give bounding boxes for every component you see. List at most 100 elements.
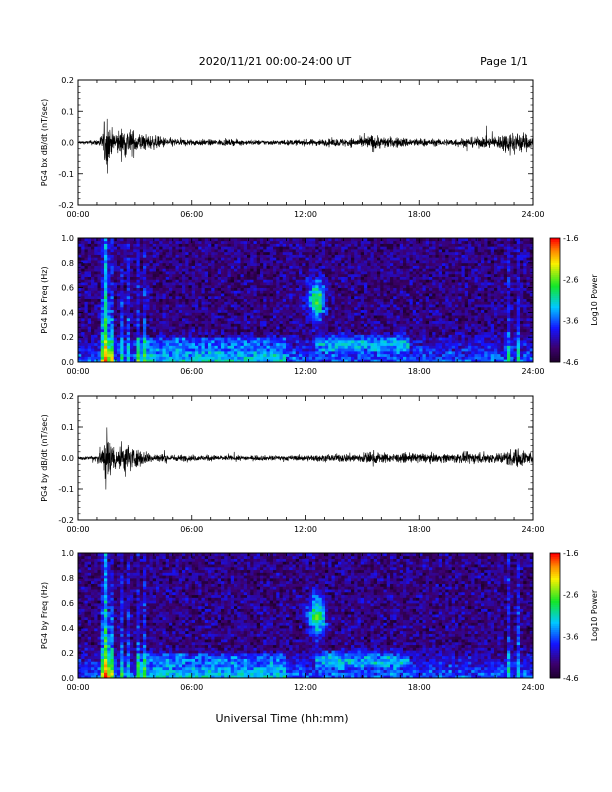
spectrogram-cell: [409, 287, 414, 291]
spectrogram-cell: [143, 257, 147, 261]
spectrogram-cell: [94, 339, 98, 344]
spectrogram-cell: [377, 339, 381, 344]
spectrogram-cell: [269, 350, 274, 355]
spectrogram-cell: [152, 271, 157, 275]
spectrogram-cell: [292, 268, 297, 272]
spectrogram-cell: [120, 356, 124, 360]
spectrogram-cell: [162, 251, 167, 255]
spectrogram-cell: [201, 257, 206, 261]
spectrogram-cell: [234, 328, 238, 333]
spectrogram-cell: [221, 251, 225, 255]
spectrogram-cell: [146, 315, 150, 319]
spectrogram-cell: [214, 323, 219, 327]
spectrogram-cell: [425, 298, 430, 302]
spectrogram-cell: [198, 273, 202, 277]
spectrogram-cell: [185, 317, 189, 322]
spectrogram-cell: [305, 328, 310, 333]
spectrogram-cell: [393, 254, 397, 258]
spectrogram-cell: [97, 251, 102, 255]
spectrogram-cell: [159, 276, 163, 280]
spectrogram-cell: [208, 342, 212, 346]
spectrogram-cell: [334, 339, 339, 344]
spectrogram-cell: [286, 359, 290, 363]
spectrogram-cell: [107, 279, 111, 283]
spectrogram-cell: [165, 282, 170, 286]
spectrogram-cell: [126, 328, 131, 333]
spectrogram-cell: [247, 254, 251, 258]
spectrogram-cell: [243, 246, 248, 250]
spectrogram-cell: [367, 334, 371, 338]
spectrogram-cell: [377, 334, 381, 338]
spectrogram-cell: [253, 293, 258, 297]
spectrogram-cell: [81, 328, 85, 333]
spectrogram-cell: [370, 359, 375, 363]
spectrogram-cell: [169, 268, 173, 272]
spectrogram-cell: [149, 268, 154, 272]
spectrogram-cell: [321, 298, 326, 302]
spectrogram-cell: [318, 309, 323, 313]
spectrogram-cell: [357, 328, 362, 333]
spectrogram-cell: [347, 249, 352, 253]
spectrogram-cell: [156, 268, 160, 272]
spectrogram-cell: [266, 265, 271, 269]
spectrogram-cell: [211, 265, 215, 269]
spectrogram-cell: [237, 276, 241, 280]
spectrogram-cell: [91, 287, 95, 291]
spectrogram-cell: [110, 268, 115, 272]
spectrogram-cell: [113, 243, 118, 247]
spectrogram-cell: [373, 282, 378, 286]
spectrogram-cell: [208, 331, 212, 335]
spectrogram-cell: [172, 320, 176, 324]
spectrogram-cell: [390, 326, 394, 330]
spectrogram-cell: [286, 301, 290, 305]
spectrogram-cell: [175, 309, 180, 313]
spectrogram-cell: [201, 350, 206, 355]
spectrogram-cell: [227, 348, 232, 352]
spectrogram-cell: [260, 328, 264, 333]
spectrogram-cell: [94, 348, 98, 352]
spectrogram-cell: [208, 279, 212, 283]
spectrogram-cell: [390, 284, 394, 288]
spectrogram-cell: [370, 348, 375, 352]
spectrogram-cell: [126, 350, 131, 355]
spectrogram-cell: [412, 326, 417, 330]
spectrogram-cell: [279, 287, 284, 291]
spectrogram-cell: [104, 323, 108, 327]
spectrogram-cell: [91, 273, 95, 277]
spectrogram-cell: [412, 251, 417, 255]
spectrogram-cell: [201, 309, 206, 313]
spectrogram-cell: [390, 295, 394, 300]
spectrogram-cell: [347, 320, 352, 324]
spectrogram-cell: [172, 350, 176, 355]
spectrogram-cell: [191, 293, 196, 297]
spectrogram-cell: [279, 309, 284, 313]
spectrogram-cell: [305, 337, 310, 341]
spectrogram-cell: [412, 243, 417, 247]
spectrogram-cell: [302, 345, 306, 349]
spectrogram-cell: [312, 304, 316, 308]
spectrogram-cell: [217, 323, 222, 327]
spectrogram-cell: [305, 359, 310, 363]
spectrogram-cell: [146, 254, 150, 258]
spectrogram-cell: [422, 320, 427, 324]
spectrogram-cell: [243, 293, 248, 297]
spectrogram-cell: [110, 323, 115, 327]
spectrogram-cell: [107, 323, 111, 327]
spectrogram-cell: [162, 317, 167, 322]
spectrogram-cell: [87, 293, 92, 297]
spectrogram-cell: [204, 312, 209, 316]
spectrogram-cell: [279, 331, 284, 335]
spectrogram-cell: [227, 337, 232, 341]
spectrogram-cell: [250, 328, 254, 333]
spectrogram-cell: [409, 276, 414, 280]
spectrogram-cell: [253, 273, 258, 277]
spectrogram-cell: [273, 309, 277, 313]
spectrogram-cell: [182, 342, 186, 346]
spectrogram-cell: [305, 268, 310, 272]
y-tick-label-0-2: 0.2: [61, 76, 74, 85]
spectrogram-cell: [403, 276, 407, 280]
spectrogram-cell: [354, 334, 358, 338]
spectrogram-cell: [117, 240, 121, 244]
spectrogram-cell: [191, 339, 196, 344]
spectrogram-cell: [123, 334, 128, 338]
